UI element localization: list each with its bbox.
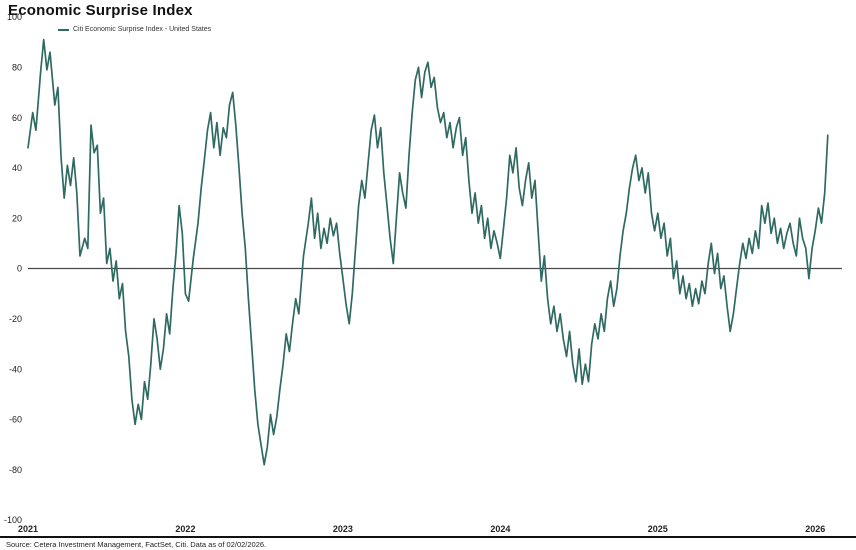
page-title: Economic Surprise Index bbox=[8, 2, 193, 19]
y-tick-label: 20 bbox=[12, 213, 22, 223]
y-tick-label: -20 bbox=[9, 314, 22, 324]
y-tick-label: 100 bbox=[7, 12, 22, 22]
y-tick-label: -100 bbox=[4, 515, 22, 525]
chart-legend: Citi Economic Surprise Index - United St… bbox=[58, 26, 211, 33]
x-tick-label: 2024 bbox=[490, 524, 510, 534]
y-tick-label: 80 bbox=[12, 62, 22, 72]
series-line bbox=[27, 38, 829, 466]
source-note: Source: Cetera Investment Management, Fa… bbox=[6, 540, 267, 549]
x-tick-label: 2023 bbox=[333, 524, 353, 534]
y-tick-label: 0 bbox=[17, 264, 22, 274]
y-tick-label: 40 bbox=[12, 163, 22, 173]
bottom-divider bbox=[0, 536, 856, 538]
legend-line-swatch bbox=[58, 28, 69, 31]
x-tick-label: 2026 bbox=[805, 524, 825, 534]
y-tick-label: 60 bbox=[12, 113, 22, 123]
x-tick-label: 2025 bbox=[648, 524, 668, 534]
y-tick-label: -80 bbox=[9, 465, 22, 475]
y-tick-label: -40 bbox=[9, 364, 22, 374]
y-tick-label: -60 bbox=[9, 415, 22, 425]
x-tick-label: 2022 bbox=[175, 524, 195, 534]
legend-label: Citi Economic Surprise Index - United St… bbox=[73, 26, 212, 33]
x-tick-label: 2021 bbox=[18, 524, 38, 534]
